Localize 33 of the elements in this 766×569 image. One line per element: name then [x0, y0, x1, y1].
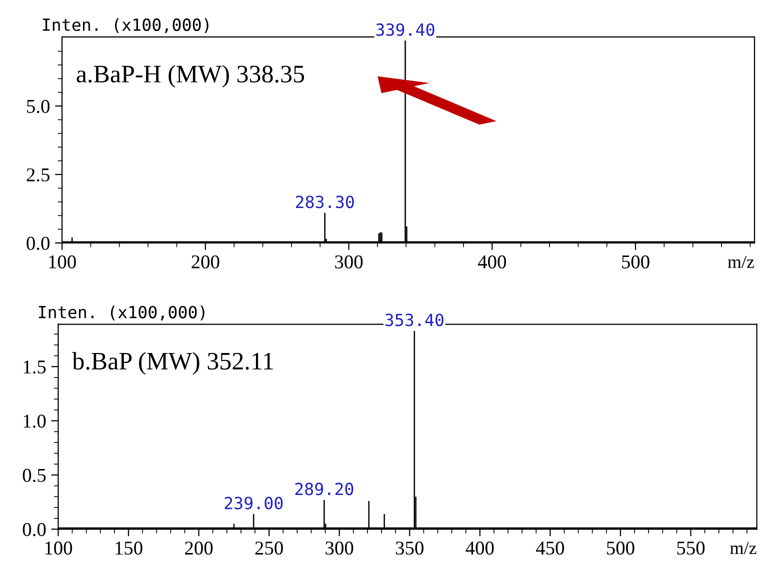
x-tick-label: 500	[622, 255, 650, 268]
x-tick-label: 300	[326, 542, 354, 555]
annotation: 339.40	[376, 23, 434, 36]
annotation: 283.30	[296, 196, 354, 208]
y-tick-label: 1.5	[24, 360, 46, 374]
y-axis-title: Inten. (x100,000)	[42, 18, 208, 34]
x-tick-label: 150	[116, 542, 142, 555]
x-tick-label: 450	[536, 542, 564, 555]
x-tick-label: 200	[192, 255, 220, 268]
annotation: 289.20	[295, 482, 354, 496]
x-tick-label: 550	[677, 542, 705, 555]
x-tick-label: 200	[185, 542, 213, 555]
x-axis-title: m/z	[730, 542, 756, 554]
text: b.BaP (MW) 352.11	[72, 352, 273, 375]
x-tick-label: 100	[45, 542, 72, 555]
x-tick-label: 100	[49, 255, 76, 268]
text: a.BaP-H (MW) 338.35	[76, 64, 304, 88]
x-tick-label: 400	[478, 255, 506, 268]
x-tick-label: 350	[396, 542, 424, 555]
annotation: 353.40	[385, 314, 444, 326]
y-tick-label: 1.0	[24, 414, 46, 428]
y-tick-label: 5.0	[27, 100, 50, 114]
x-tick-label: 400	[466, 542, 494, 555]
x-tick-label: 300	[335, 255, 363, 268]
y-axis-title: Inten. (x100,000)	[38, 306, 204, 321]
y-tick-label: 0.0	[22, 522, 46, 536]
x-tick-label: 250	[255, 542, 283, 555]
y-tick-label: 2.5	[26, 168, 50, 182]
y-tick-label: 0.5	[22, 468, 46, 482]
x-tick-label: 500	[607, 542, 634, 555]
annotation: 239.00	[224, 496, 283, 510]
y-tick-label: 0.0	[26, 236, 50, 250]
x-axis-title: m/z	[728, 256, 754, 268]
